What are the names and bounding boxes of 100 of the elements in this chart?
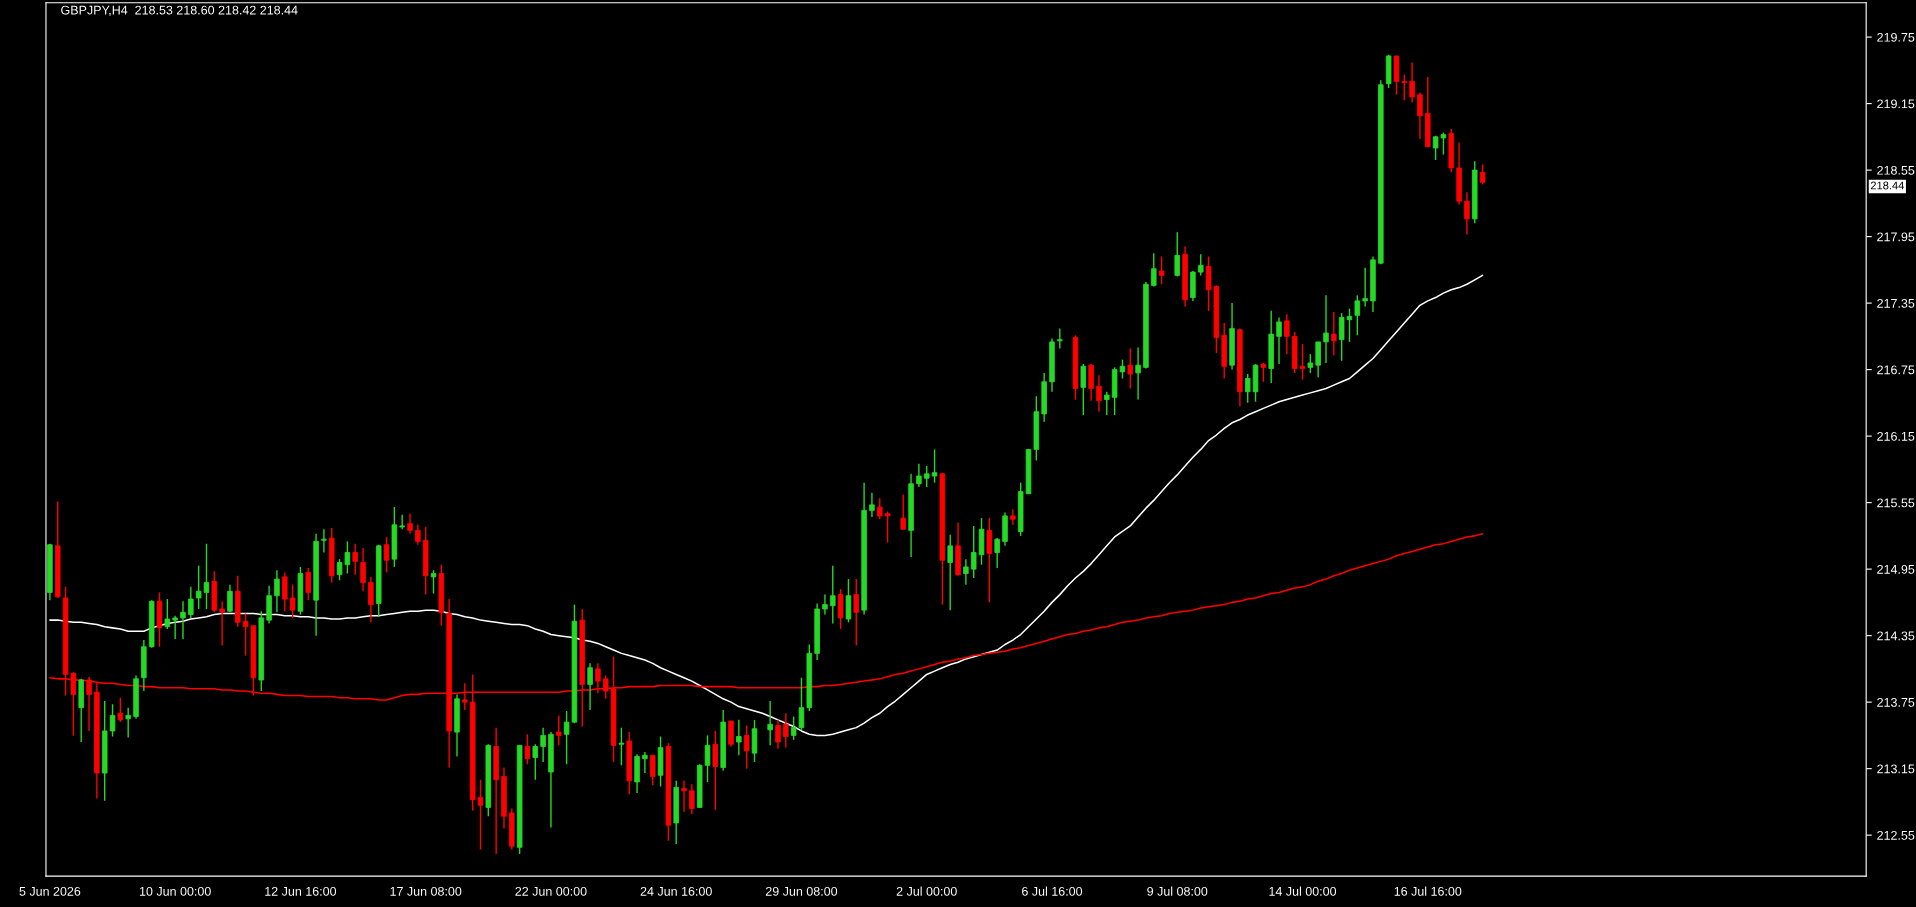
- candlestick: [853, 578, 860, 647]
- candlestick: [281, 571, 288, 612]
- candlestick: [1284, 313, 1290, 355]
- candlestick: [775, 719, 781, 750]
- candlestick: [1464, 191, 1470, 236]
- candlestick: [837, 588, 844, 630]
- y-tick-label: 216.75: [1877, 365, 1915, 375]
- candlestick: [1010, 508, 1016, 526]
- candlestick: [1409, 61, 1415, 104]
- candlestick: [117, 697, 124, 723]
- y-tick-label: 219.15: [1877, 99, 1915, 109]
- candlestick: [164, 598, 171, 630]
- y-tick-label: 217.95: [1877, 232, 1915, 242]
- candlestick: [947, 534, 953, 611]
- candlestick: [1096, 374, 1102, 413]
- candlestick: [188, 586, 194, 619]
- candlestick: [1417, 91, 1423, 140]
- candlestick: [556, 714, 562, 747]
- candlestick: [540, 726, 546, 763]
- candlestick: [407, 513, 413, 535]
- x-tick-label: 17 Jun 08:00: [390, 886, 462, 896]
- candlestick: [1276, 316, 1282, 365]
- y-tick-label: 214.35: [1877, 631, 1915, 641]
- candlestick: [642, 751, 648, 774]
- y-tick-label: 218.55: [1877, 165, 1915, 175]
- candlestick: [1174, 231, 1181, 278]
- candlestick: [305, 567, 312, 601]
- candlestick: [767, 700, 773, 747]
- x-tick-label: 12 Jun 16:00: [265, 886, 337, 896]
- candlestick: [884, 510, 891, 544]
- candlestick: [383, 536, 390, 574]
- x-tick-label: 10 Jun 00:00: [139, 886, 211, 896]
- candlestick: [618, 726, 625, 767]
- candlestick: [1158, 255, 1165, 285]
- candlestick: [368, 576, 374, 624]
- x-tick-label: 16 Jul 16:00: [1394, 886, 1462, 896]
- candlestick: [1354, 294, 1361, 336]
- candlestick: [1307, 353, 1314, 374]
- y-tick-label: 215.55: [1877, 498, 1915, 508]
- candlestick: [1244, 373, 1251, 404]
- y-tick-label: 213.15: [1877, 764, 1915, 774]
- x-tick-label: 24 Jun 16:00: [640, 886, 712, 896]
- candlestick: [1135, 346, 1141, 401]
- candlestick: [649, 754, 656, 786]
- candlestick: [415, 524, 421, 546]
- candlestick: [1080, 363, 1087, 416]
- candlestick: [274, 569, 280, 614]
- y-tick-label: 214.95: [1877, 564, 1915, 574]
- candlestick: [869, 491, 875, 518]
- text: 218.44: [1870, 181, 1905, 190]
- candlestick: [1127, 347, 1134, 390]
- candlestick: [704, 734, 711, 783]
- y-tick-label: 213.75: [1877, 697, 1915, 707]
- candlestick: [845, 578, 852, 624]
- candlestick: [1315, 341, 1321, 379]
- x-tick-label: 2 Jul 00:00: [896, 886, 957, 896]
- candlestick: [931, 448, 938, 484]
- x-tick-label: 14 Jul 00:00: [1269, 886, 1337, 896]
- candlestick: [712, 730, 719, 811]
- y-tick-label: 212.55: [1877, 830, 1915, 840]
- x-tick-label: 22 Jun 00:00: [515, 886, 587, 896]
- candlestick: [1323, 294, 1329, 364]
- candlestick: [587, 662, 593, 711]
- candlestick: [728, 720, 734, 748]
- candlestick: [830, 565, 836, 625]
- candlestick: [125, 706, 131, 739]
- candlestick: [360, 547, 366, 592]
- x-tick-label: 5 Jun 2026: [19, 886, 81, 896]
- candlestick: [1479, 163, 1486, 186]
- candlestick: [986, 517, 993, 604]
- candlestick: [822, 593, 828, 616]
- candlestick: [172, 614, 178, 640]
- candlestick: [532, 743, 539, 781]
- candlestick: [1197, 253, 1204, 277]
- candlestick: [430, 569, 437, 595]
- candlestick: [963, 558, 969, 586]
- candlestick: [900, 494, 907, 530]
- candlestick: [916, 463, 922, 488]
- candlestick: [352, 542, 358, 576]
- candlestick: [219, 600, 225, 647]
- candlestick: [180, 600, 186, 640]
- candlestick: [1401, 74, 1408, 101]
- candlestick: [1104, 391, 1110, 416]
- candlestick: [1299, 343, 1306, 381]
- chart-title: GBPJPY,H4 218.53 218.60 218.42 218.44: [61, 5, 298, 16]
- candlestick: [994, 537, 1000, 569]
- candlestick: [1331, 311, 1337, 356]
- y-tick-label: 217.35: [1877, 298, 1915, 308]
- candlestick: [689, 783, 695, 815]
- candlestick: [595, 662, 601, 694]
- candlestick: [736, 719, 742, 757]
- candlestick: [1057, 327, 1063, 350]
- candlestick: [681, 780, 687, 813]
- candlestick: [1150, 252, 1157, 288]
- candlestick: [524, 733, 531, 765]
- candlestick: [923, 465, 930, 488]
- candlestick: [289, 583, 296, 619]
- candlestick: [1362, 266, 1368, 308]
- x-tick-label: 6 Jul 16:00: [1022, 886, 1083, 896]
- candlestick: [970, 525, 977, 579]
